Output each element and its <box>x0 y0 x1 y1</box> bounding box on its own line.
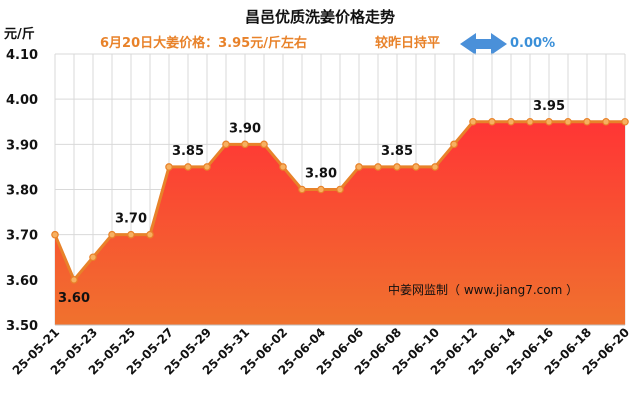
y-tick-label: 3.80 <box>6 184 38 199</box>
chart-title: 昌邑优质洗姜价格走势 <box>245 8 395 26</box>
data-point <box>545 117 553 126</box>
data-label: 3.80 <box>305 167 337 182</box>
data-point <box>469 117 477 126</box>
y-tick-label: 4.10 <box>6 48 38 63</box>
data-label: 3.70 <box>115 212 147 227</box>
data-point <box>127 230 135 239</box>
y-tick-label: 3.60 <box>6 274 38 289</box>
data-label: 3.60 <box>58 291 90 306</box>
data-point <box>336 185 344 194</box>
y-tick-label: 4.00 <box>6 93 38 108</box>
data-labels: 3.60 3.70 3.85 3.90 3.80 3.85 3.95 <box>58 99 565 306</box>
price-area <box>55 121 625 325</box>
data-point <box>279 163 287 171</box>
data-point <box>146 230 154 239</box>
data-point <box>393 163 401 171</box>
compare-label: 较昨日持平 <box>375 35 440 51</box>
data-point <box>184 163 192 171</box>
data-point <box>70 276 78 284</box>
data-points <box>51 117 629 284</box>
data-point <box>412 163 420 171</box>
data-label: 3.85 <box>381 144 413 159</box>
data-point <box>203 163 211 171</box>
data-point <box>355 163 363 171</box>
y-axis-unit: 元/斤 <box>4 26 35 42</box>
data-point <box>602 117 610 126</box>
data-point <box>431 163 439 171</box>
compare-value: 0.00% <box>510 36 555 51</box>
y-tick-label: 3.70 <box>6 229 38 244</box>
y-tick-label: 3.50 <box>6 319 38 334</box>
x-tick-labels: 25-05-2125-05-2325-05-2525-05-2725-05-29… <box>10 325 632 377</box>
data-label: 3.95 <box>533 99 565 114</box>
data-point <box>488 117 496 126</box>
watermark: 中姜网监制（ www.jiang7.com ） <box>388 282 578 297</box>
data-point <box>108 230 116 239</box>
data-point <box>222 140 230 149</box>
double-arrow-icon <box>460 33 507 55</box>
data-label: 3.85 <box>172 144 204 159</box>
y-tick-labels: 3.50 3.60 3.70 3.80 3.90 4.00 4.10 <box>6 48 38 334</box>
data-point <box>564 117 572 126</box>
data-point <box>51 230 59 239</box>
data-point <box>89 253 97 262</box>
data-point <box>507 117 515 126</box>
chart-subtitle: 6月20日大姜价格：3.95元/斤左右 <box>100 35 307 51</box>
data-point <box>317 185 325 194</box>
data-point <box>526 117 534 126</box>
data-point <box>621 117 629 126</box>
data-point <box>260 140 268 149</box>
data-label: 3.90 <box>229 121 261 136</box>
y-tick-label: 3.90 <box>6 138 38 153</box>
data-point <box>583 117 591 126</box>
data-point <box>298 185 306 194</box>
data-point <box>374 163 382 171</box>
data-point <box>165 163 173 171</box>
data-point <box>450 140 458 149</box>
data-point <box>241 140 249 149</box>
